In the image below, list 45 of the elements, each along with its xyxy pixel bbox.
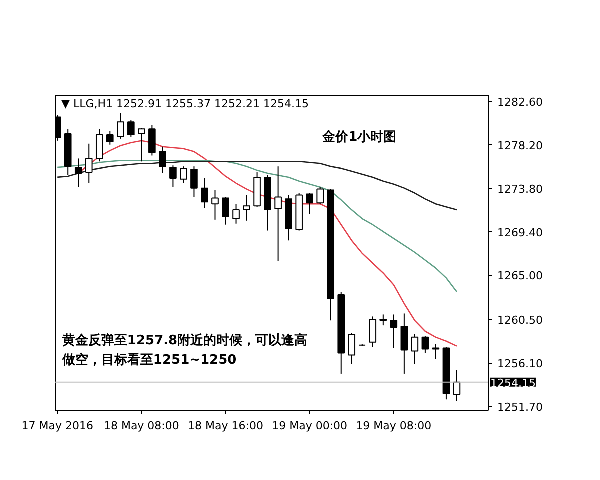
x-tick-label: 19 May 00:00 xyxy=(272,420,348,432)
candlestick xyxy=(117,112,124,140)
y-tick-label: 1269.40 xyxy=(498,226,543,240)
x-tick-label: 18 May 08:00 xyxy=(104,420,180,432)
candlestick xyxy=(201,178,208,209)
y-tick-label: 1282.60 xyxy=(498,96,543,109)
candlestick xyxy=(96,128,104,162)
candlestick xyxy=(274,166,282,262)
candlestick xyxy=(148,124,156,156)
candlestick xyxy=(74,158,82,188)
y-tick-label: 1278.20 xyxy=(498,139,543,152)
chart-title: ▼ LLG,H1 1252.91 1255.37 1252.21 1254.15 xyxy=(62,98,309,110)
candlestick xyxy=(138,128,146,162)
x-tick-label: 17 May 2016 xyxy=(22,420,94,432)
candlestick xyxy=(306,192,314,214)
candlestick xyxy=(180,166,188,184)
candlestick xyxy=(316,186,324,205)
candlestick xyxy=(243,194,250,222)
candlestick xyxy=(159,146,166,174)
candlestick xyxy=(232,204,240,224)
candlestick xyxy=(222,196,230,226)
text: 金价1小时图 xyxy=(322,130,397,146)
ref-line-label: 1254.15 xyxy=(490,376,536,390)
candlestick xyxy=(348,332,356,365)
y-tick-label: 1265.00 xyxy=(498,270,543,283)
candlestick xyxy=(432,344,440,360)
candlestick xyxy=(212,190,219,220)
candlestick xyxy=(380,314,388,326)
y-tick-label: 1256.10 xyxy=(498,358,543,371)
candlestick xyxy=(390,314,398,349)
candlestick xyxy=(400,313,408,374)
candlestick xyxy=(128,120,135,138)
y-tick-label: 1273.80 xyxy=(498,182,543,196)
candlestick xyxy=(106,130,114,146)
candlestick xyxy=(190,166,198,198)
annotation: 黄金反弹至1257.8附近的时候，可以逢高做空，目标看至1251~1250 xyxy=(61,332,308,368)
x-tick-label: 18 May 16:00 xyxy=(188,420,264,432)
candlestick xyxy=(170,165,177,188)
x-tick-label: 19 May 08:00 xyxy=(356,420,432,432)
candlestick xyxy=(369,316,377,348)
candlestick xyxy=(422,336,430,354)
y-tick-label: 1260.50 xyxy=(498,314,543,328)
y-tick-label: 1251.70 xyxy=(498,401,543,414)
candlestick xyxy=(85,143,93,184)
candlestick xyxy=(411,334,419,365)
